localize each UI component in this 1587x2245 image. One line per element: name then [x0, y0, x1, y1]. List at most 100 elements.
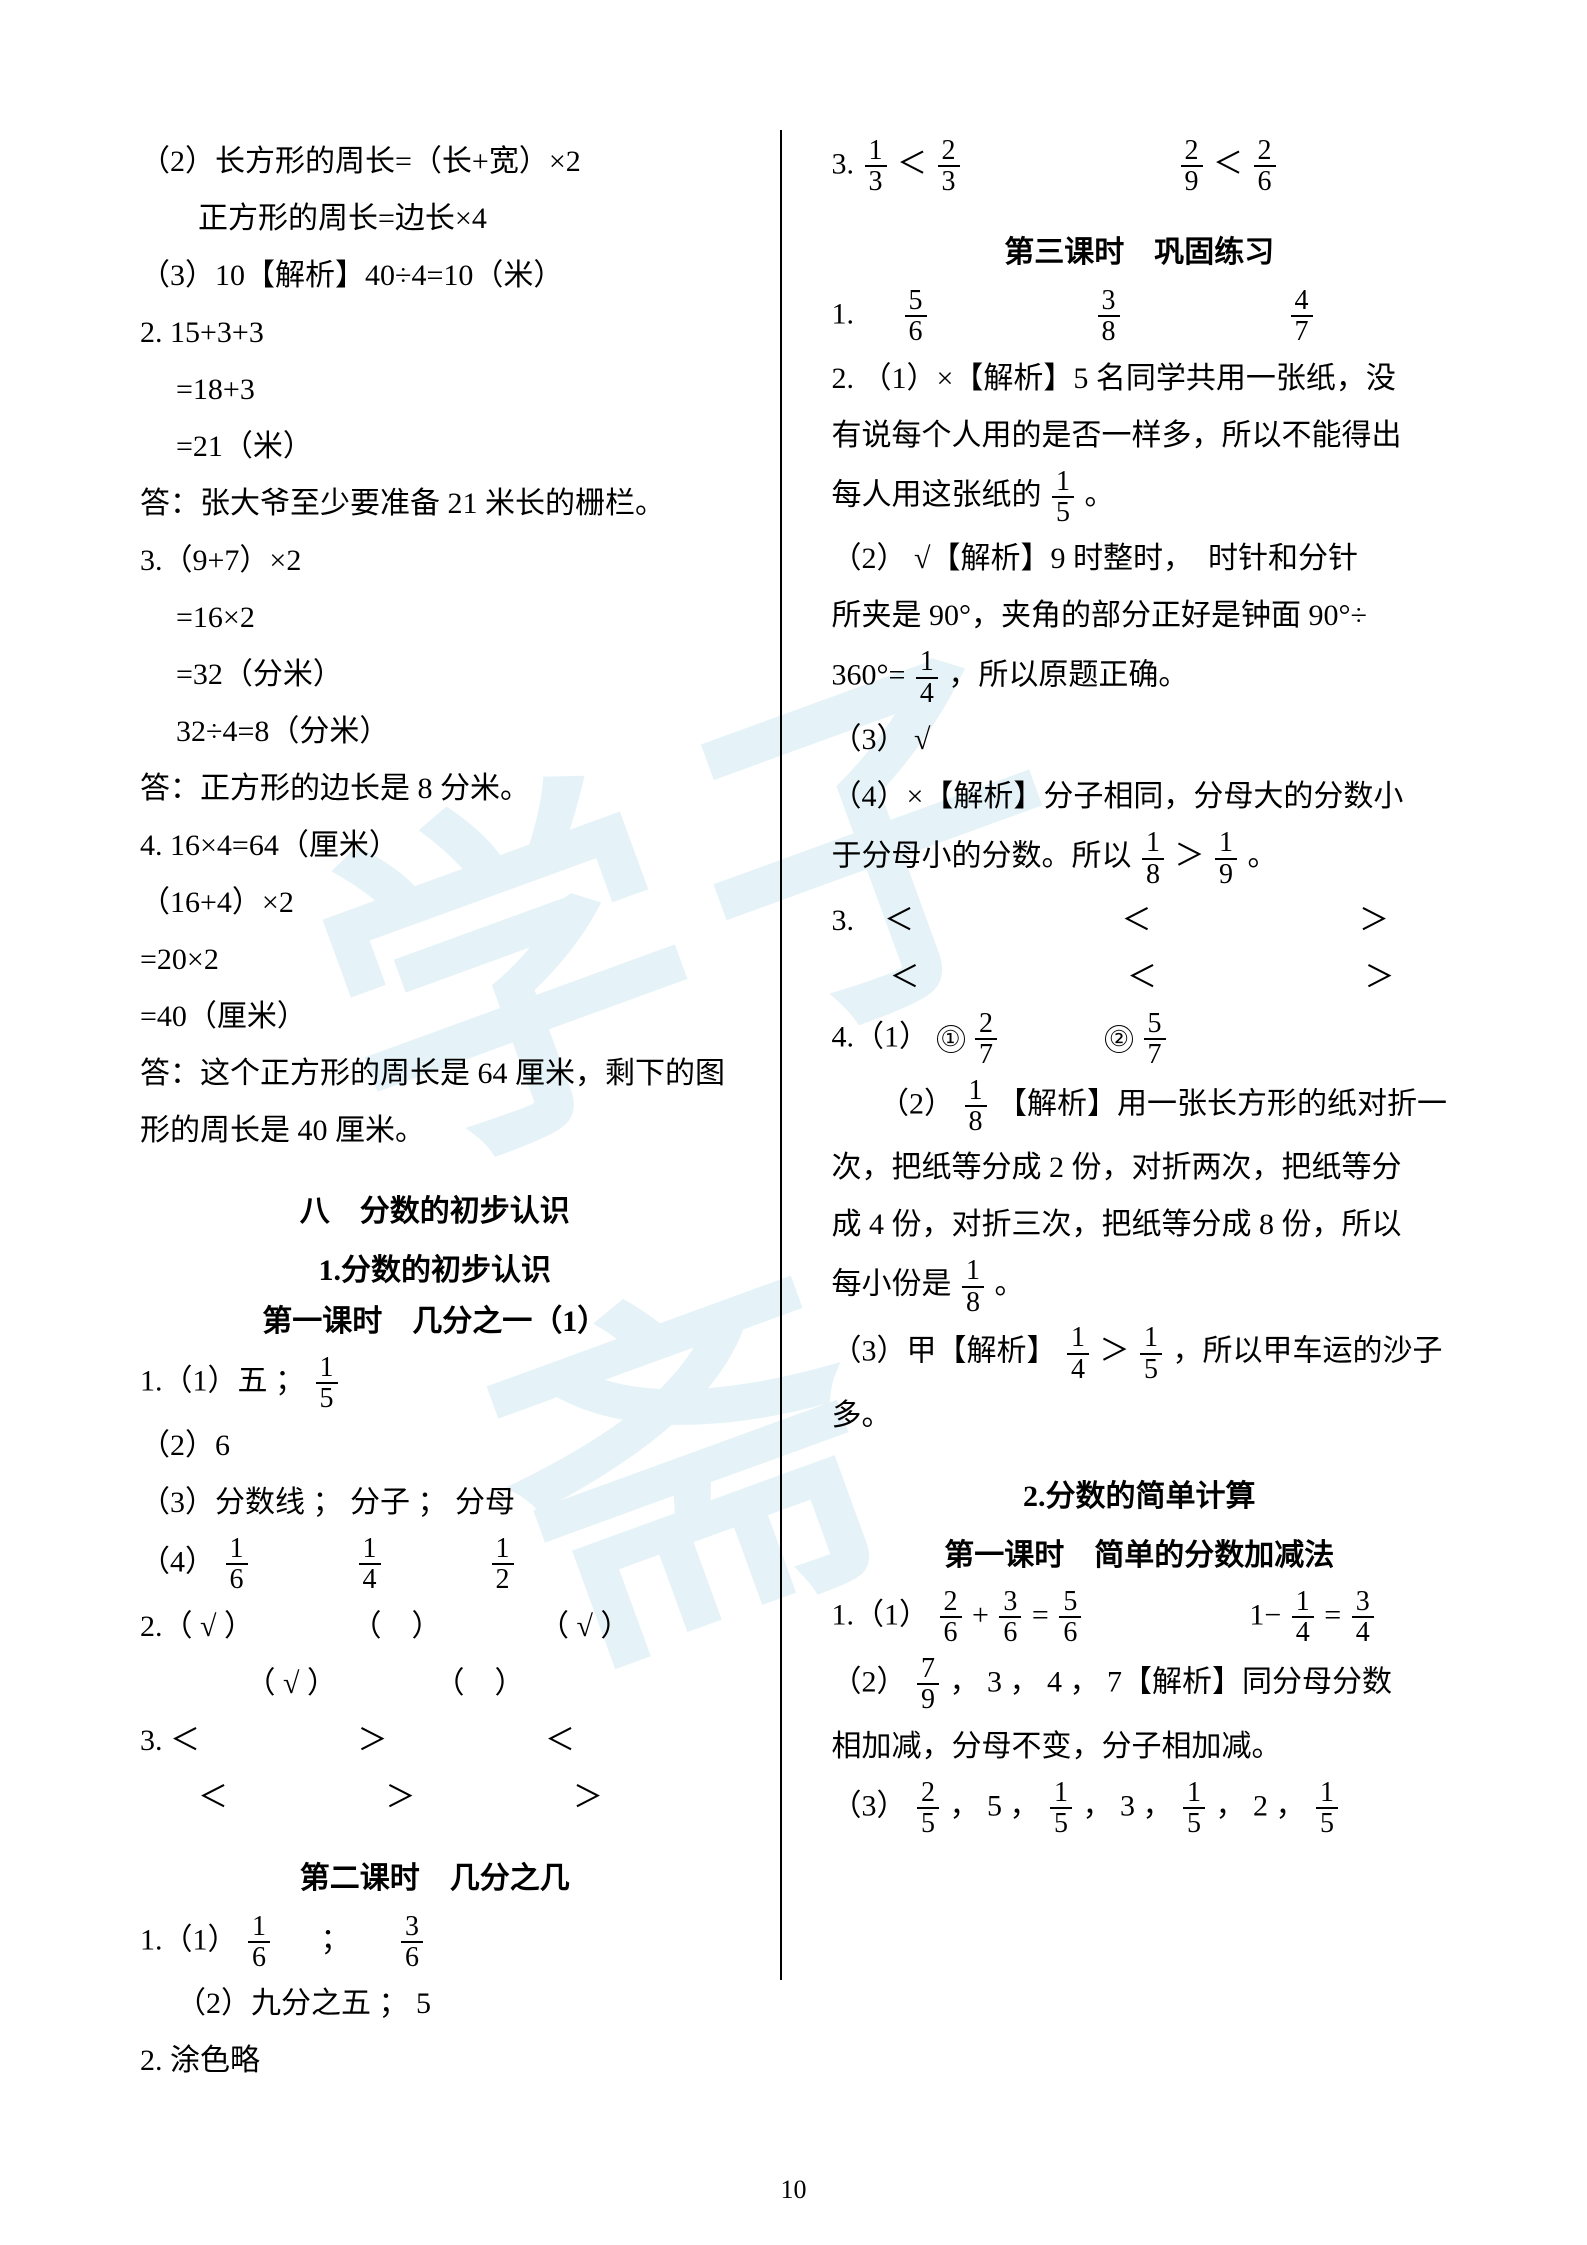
text: 于分母小的分数。所以 — [832, 839, 1132, 872]
text: 3.（9+7）×2 — [140, 535, 730, 586]
fraction: 15 — [1316, 1778, 1338, 1839]
fraction: 19 — [1215, 828, 1237, 889]
circled-num: ② — [1105, 1025, 1133, 1053]
label: （4） — [140, 1545, 215, 1578]
fraction: 27 — [975, 1009, 997, 1070]
text: 次，把纸等分成 2 份，对折两次，把纸等分 — [832, 1142, 1448, 1193]
fraction: 14 — [916, 647, 938, 708]
text: 成 4 份，对折三次，把纸等分成 8 份，所以 — [832, 1199, 1448, 1250]
check: （ √ ） — [246, 1667, 337, 1700]
fraction: 38 — [1098, 286, 1120, 347]
subsection-title: 2.分数的简单计算 — [832, 1471, 1448, 1522]
text: （4） 16 14 12 — [140, 1534, 730, 1595]
text: （2）长方形的周长=（长+宽）×2 — [140, 136, 730, 187]
circled-num: ① — [937, 1025, 965, 1053]
text: 相加减，分母不变，分子相加减。 — [832, 1721, 1448, 1772]
text: =16×2 — [140, 592, 730, 643]
text: 正方形的周长=边长×4 — [140, 193, 730, 244]
cmp: ＜ — [890, 961, 920, 994]
section-title: 八 分数的初步认识 — [140, 1186, 730, 1237]
text: 4.（1） ① 27 ② 57 — [832, 1009, 1448, 1070]
fraction: 14 — [1292, 1587, 1314, 1648]
fraction: 12 — [492, 1534, 514, 1595]
lt: ＜ — [897, 147, 927, 180]
fraction: 47 — [1291, 286, 1313, 347]
fraction: 16 — [226, 1534, 248, 1595]
text: ， 3 ， 4 ， 7【解析】同分母分数 — [950, 1665, 1393, 1698]
eq: = — [1032, 1598, 1049, 1631]
cmp: ＞ — [1359, 904, 1389, 937]
fraction: 18 — [965, 1076, 987, 1137]
text: （4）×【解析】分子相同，分母大的分数小 — [832, 771, 1448, 822]
label: （3） — [832, 1789, 907, 1822]
text: 所夹是 90°，夹角的部分正好是钟面 90°÷ — [832, 590, 1448, 641]
fraction: 23 — [938, 136, 960, 197]
text: 2. （1）×【解析】5 名同学共用一张纸，没 — [832, 353, 1448, 404]
text: ， 5 ， — [950, 1789, 1048, 1822]
fraction: 26 — [940, 1587, 962, 1648]
fraction: 15 — [316, 1353, 338, 1414]
check: 2.（ √ ） — [140, 1610, 254, 1643]
eq: = — [1324, 1598, 1341, 1631]
fraction: 79 — [917, 1654, 939, 1715]
cmp: ＞ — [386, 1781, 416, 1814]
text: 答：张大爷至少要准备 21 米长的栅栏。 — [140, 478, 730, 529]
text: 。 — [995, 1268, 1025, 1301]
text: （2）九分之五 ； 5 — [140, 1978, 730, 2029]
label: （2） — [832, 1665, 907, 1698]
fraction: 14 — [1067, 1323, 1089, 1384]
sep: ； — [321, 1923, 351, 1956]
text: （ √ ） （ ） — [140, 1658, 730, 1709]
fraction: 13 — [865, 136, 887, 197]
text: =40（厘米） — [140, 991, 730, 1042]
page: 学子斋 （2）长方形的周长=（长+宽）×2 正方形的周长=边长×4 （3）10【… — [0, 0, 1587, 2245]
text: 360°= — [832, 659, 906, 692]
label: 1.（1） — [140, 1923, 238, 1956]
text: 每小份是 — [832, 1268, 952, 1301]
check: （ ） — [434, 1667, 524, 1700]
text: 3. ＜ ＞ ＜ — [140, 1715, 730, 1766]
text: 3. ＜ ＜ ＞ — [832, 895, 1448, 946]
text: 【解析】用一张长方形的纸对折一 — [997, 1087, 1447, 1120]
text: （2） 18 【解析】用一张长方形的纸对折一 — [832, 1076, 1448, 1137]
check: （ √ ） — [539, 1610, 630, 1643]
fraction: 36 — [401, 1912, 423, 1973]
fraction: 36 — [999, 1587, 1021, 1648]
fraction: 26 — [1254, 136, 1276, 197]
text: ，所以原题正确。 — [948, 659, 1188, 692]
cmp: 3. ＜ — [832, 904, 915, 937]
lesson-title: 第一课时 简单的分数加减法 — [832, 1530, 1448, 1581]
text: 答：这个正方形的周长是 64 厘米，剩下的图 — [140, 1048, 730, 1099]
text: 1− — [1249, 1598, 1281, 1631]
text: 每人用这张纸的 15 。 — [832, 467, 1448, 528]
text: 2. 涂色略 — [140, 2035, 730, 2086]
text: ，所以甲车运的沙子 — [1173, 1335, 1443, 1368]
text: 4. 16×4=64（厘米） — [140, 820, 730, 871]
text: （3） 25 ， 5 ， 15 ， 3 ， 15 ， 2 ， 15 — [832, 1778, 1448, 1839]
fraction: 56 — [905, 286, 927, 347]
fraction: 16 — [248, 1912, 270, 1973]
text: （2） 79 ， 3 ， 4 ， 7【解析】同分母分数 — [832, 1654, 1448, 1715]
text: （3）甲【解析】 14 ＞ 15 ，所以甲车运的沙子 — [832, 1323, 1448, 1384]
fraction: 57 — [1144, 1009, 1166, 1070]
text: 1. 56 38 47 — [832, 286, 1448, 347]
text: （2） √【解析】9 时整时， 时针和分针 — [832, 533, 1448, 584]
gt: ＞ — [1100, 1335, 1130, 1368]
fraction: 18 — [962, 1256, 984, 1317]
label: 1.（1） — [832, 1598, 930, 1631]
text: 2. 15+3+3 — [140, 307, 730, 358]
fraction: 14 — [359, 1534, 381, 1595]
label: （3）甲【解析】 — [832, 1335, 1057, 1368]
text: （2）6 — [140, 1420, 730, 1471]
column-divider — [780, 130, 782, 1980]
text: =20×2 — [140, 934, 730, 985]
cmp: ＜ — [198, 1781, 228, 1814]
plus: + — [972, 1598, 989, 1631]
text: ＜ ＞ ＞ — [140, 1772, 730, 1823]
text: 。 — [1085, 478, 1115, 511]
text: ， 2 ， — [1216, 1789, 1314, 1822]
text: 形的周长是 40 厘米。 — [140, 1105, 730, 1156]
cmp: 3. ＜ — [140, 1724, 200, 1757]
cmp: ＞ — [573, 1781, 603, 1814]
text: 每小份是 18 。 — [832, 1256, 1448, 1317]
